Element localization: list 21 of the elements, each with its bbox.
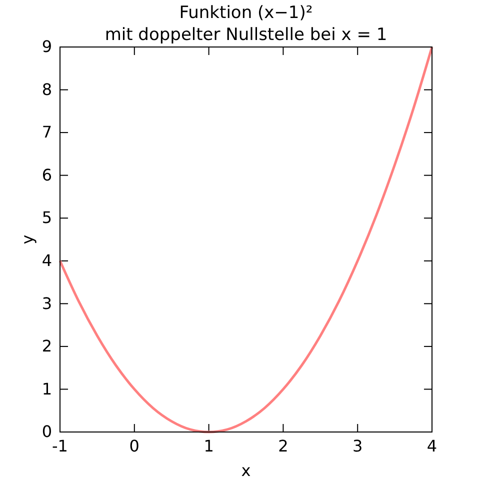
x-tick-label: 0 [129, 436, 140, 456]
y-tick-label: 3 [42, 294, 52, 313]
y-tick-label: 4 [42, 251, 52, 270]
y-tick-label: 8 [42, 80, 52, 99]
line-series [58, 46, 434, 434]
y-tick-label: 2 [42, 336, 52, 356]
x-tick-label: -1 [52, 436, 68, 456]
y-tick-label: 9 [42, 37, 52, 56]
y-tick-label: 0 [42, 422, 52, 442]
y-axis-title: y [18, 234, 37, 244]
chart-subtitle: mit doppelter Nullstelle bei x = 1 [104, 25, 388, 45]
x-tick-label: 2 [278, 436, 288, 456]
chart-title: Funktion (x−1)² [179, 3, 313, 23]
x-tick-label: 4 [426, 436, 438, 456]
x-tick-label: 1 [204, 436, 214, 456]
x-tick-label: 3 [352, 436, 363, 456]
y-tick-label: 7 [42, 122, 52, 142]
y-tick-label: 1 [42, 379, 52, 398]
x-axis-title: x [241, 461, 251, 480]
y-tick-label: 5 [42, 208, 52, 228]
y-tick-label: 6 [42, 165, 52, 184]
